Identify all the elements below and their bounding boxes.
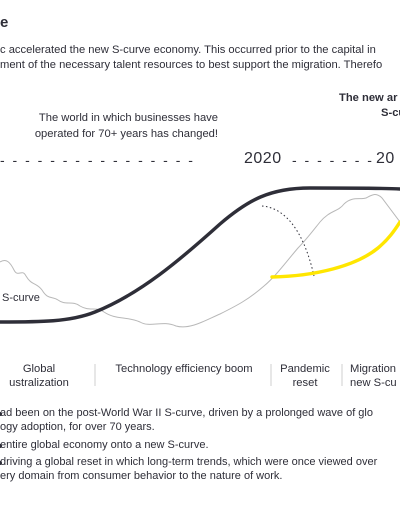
s-curve-line (0, 186, 400, 324)
bullet-dot (0, 412, 2, 416)
intro-line-2: ment of the necessary talent resources t… (0, 59, 383, 71)
callout-left-line-2: operated for 70+ years has changed! (34, 128, 218, 140)
callout-left-line-1: The world in which businesses have (38, 112, 218, 124)
footnote-1-line-2: ogy adoption, for over 70 years. (0, 421, 155, 433)
phase-pandemic-reset: Pandemic reset (280, 363, 330, 389)
footnote-1-line-1: ad been on the post-World War II S-curve… (0, 407, 373, 419)
year-2020-label: 2020 (244, 150, 282, 167)
phase-technology-boom: Technology efficiency boom (115, 363, 253, 375)
callout-right-line-2: S-cu (381, 107, 400, 119)
footnote-2-line-1: entire global economy onto a new S-curve… (0, 439, 209, 451)
intro-line-1: c accelerated the new S-curve economy. T… (0, 44, 376, 56)
projection-dotted-line (261, 205, 315, 277)
phase-global: Global ustralization (9, 363, 69, 389)
timeline-dashes-mid: - - - - - - - (292, 152, 374, 168)
footnote-3-line-1: driving a global reset in which long-ter… (0, 456, 378, 468)
phase-migration: Migration new S-cu (350, 363, 397, 389)
callout-right-line-1: The new ar (339, 92, 398, 104)
page-title-fragment: e (0, 14, 9, 31)
bullet-dot (0, 461, 2, 465)
bullet-dot (0, 444, 2, 448)
s-curve-label: S-curve (2, 292, 40, 304)
terrain-outline (0, 194, 400, 328)
timeline-dashes-left: - - - - - - - - - - - - - - - - (0, 152, 195, 168)
footnote-3-line-2: ery domain from consumer behavior to the… (0, 470, 283, 482)
new-s-curve-line (270, 220, 400, 279)
year-next-label: 20 (376, 150, 395, 167)
